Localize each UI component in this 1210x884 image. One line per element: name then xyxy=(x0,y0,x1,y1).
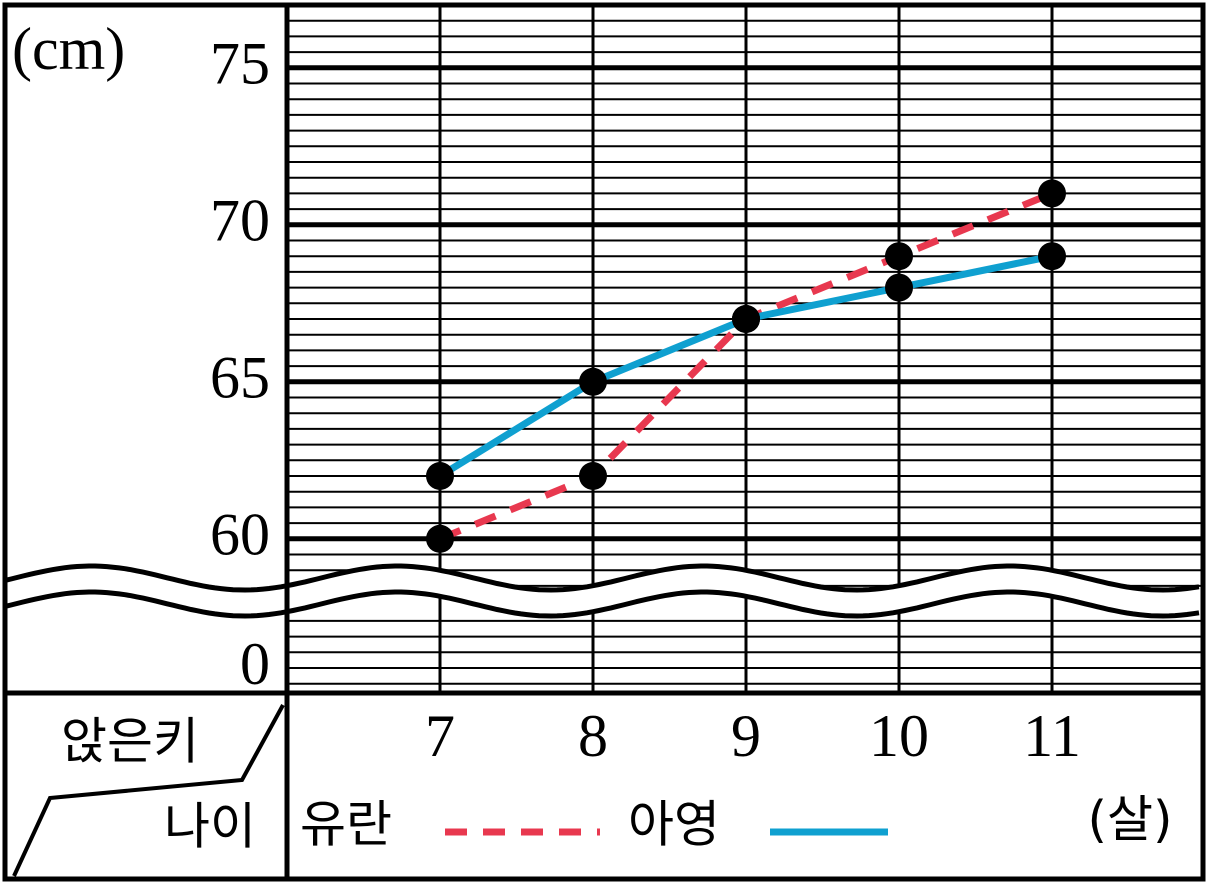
data-point xyxy=(885,242,913,271)
x-tick-label: 9 xyxy=(731,703,761,769)
data-point xyxy=(426,524,454,553)
y-tick-label: 75 xyxy=(210,31,270,97)
x-tick-label: 11 xyxy=(1023,703,1081,769)
data-point xyxy=(579,367,607,396)
header-top: 앉은키 xyxy=(61,713,199,771)
data-point xyxy=(885,273,913,302)
x-tick-label: 10 xyxy=(869,703,929,769)
y-tick-label: 65 xyxy=(210,345,270,411)
header-diagonal xyxy=(12,704,285,877)
grid xyxy=(4,5,1203,693)
x-unit: (살) xyxy=(1087,791,1172,849)
data-point xyxy=(1038,179,1066,208)
x-tick-label: 8 xyxy=(578,703,608,769)
data-point xyxy=(579,462,607,490)
axis-break-fill xyxy=(5,566,1203,616)
axis-break-line xyxy=(4,589,1200,619)
y-tick-label: 70 xyxy=(210,188,270,254)
axis-break-line xyxy=(4,563,1200,593)
marks xyxy=(426,179,1066,553)
data-point xyxy=(426,462,454,490)
legend-label: 유란 xyxy=(300,796,392,854)
header-bottom: 나이 xyxy=(164,798,256,856)
x-tick-label: 7 xyxy=(425,703,455,769)
data-point xyxy=(732,305,760,333)
y-tick-label: 60 xyxy=(210,502,270,568)
legend-label: 아영 xyxy=(628,796,720,854)
data-point xyxy=(1038,242,1066,271)
y-unit: (cm) xyxy=(12,16,125,82)
y-tick-label: 0 xyxy=(240,631,270,697)
